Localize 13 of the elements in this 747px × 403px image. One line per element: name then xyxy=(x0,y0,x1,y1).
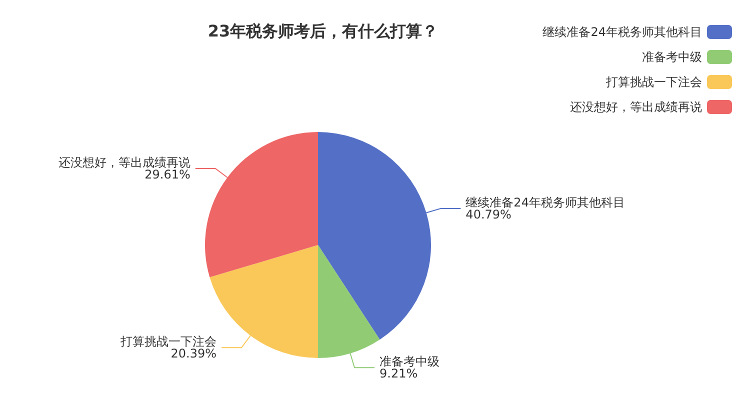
slice-label: 继续准备24年税务师其他科目 xyxy=(466,195,625,210)
slice-label: 打算挑战一下注会 xyxy=(120,334,216,349)
data-label: 20.39% xyxy=(170,346,216,361)
data-label: 29.61% xyxy=(144,168,190,182)
legend-label: 继续准备24年税务师其他科目 xyxy=(542,25,702,39)
data-label: 40.79% xyxy=(466,207,512,222)
legend-label: 还没想好，等出成绩再说 xyxy=(570,100,702,114)
chart-title: 23年税务师考后，有什么打算？ xyxy=(208,22,438,40)
slice-label: 还没想好，等出成绩再说 xyxy=(58,156,190,170)
data-label: 9.21% xyxy=(380,366,418,381)
legend-label: 准备考中级 xyxy=(642,50,702,64)
legend-label: 打算挑战一下注会 xyxy=(605,75,702,89)
slice-label: 准备考中级 xyxy=(380,354,440,369)
